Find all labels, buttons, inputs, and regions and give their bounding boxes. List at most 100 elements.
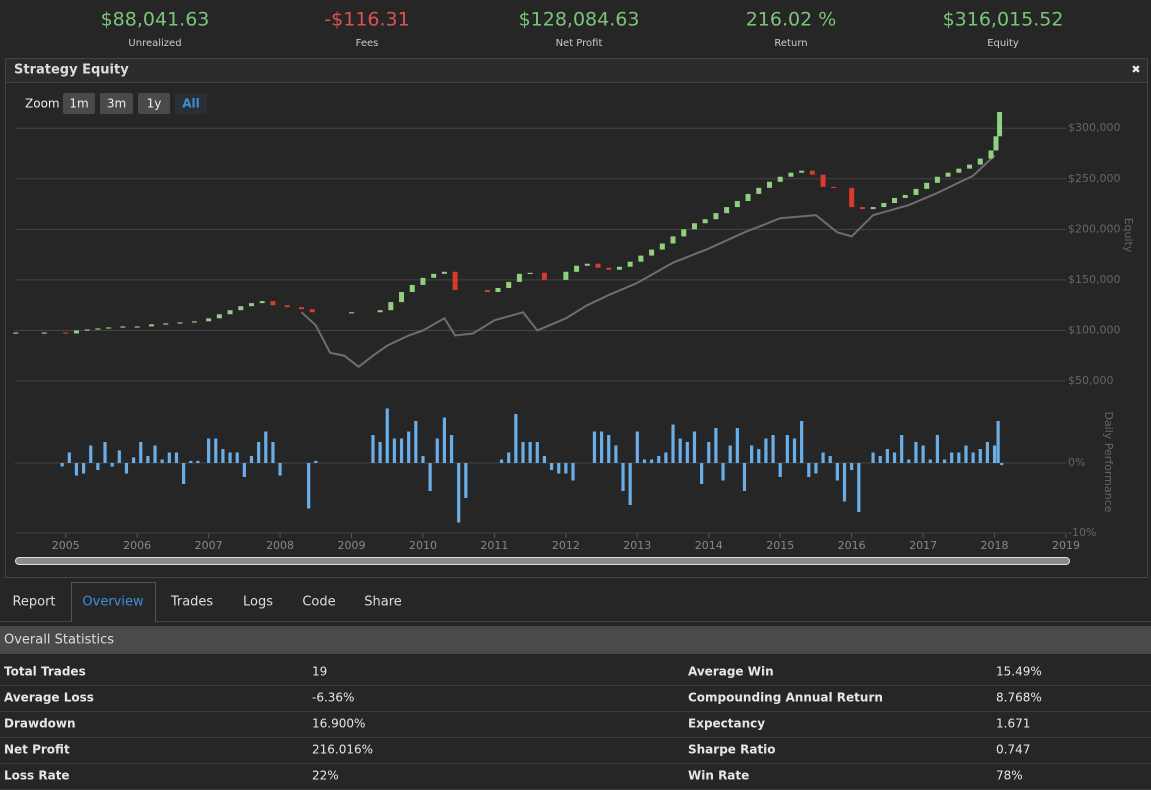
- bar: [278, 463, 282, 476]
- candle: [595, 263, 601, 268]
- bar: [242, 463, 246, 477]
- bar: [892, 452, 897, 463]
- bar: [914, 442, 918, 463]
- candle: [148, 324, 154, 327]
- stat-cell-label: Average Win: [688, 665, 774, 679]
- y-axis-title: Equity: [1122, 218, 1135, 253]
- bar: [89, 445, 93, 463]
- candle: [227, 310, 233, 315]
- candle: [349, 312, 355, 314]
- candle: [441, 271, 447, 274]
- candle: [574, 265, 580, 272]
- x-tick-label: 2006: [123, 539, 151, 552]
- tab[interactable]: Report: [12, 595, 55, 610]
- bar: [857, 463, 861, 512]
- tab[interactable]: Share: [364, 595, 402, 610]
- stat-label: Unrealized: [128, 38, 181, 49]
- bar: [692, 431, 697, 463]
- tab[interactable]: Trades: [170, 595, 214, 610]
- candle: [377, 310, 383, 313]
- bar: [592, 431, 597, 463]
- zoom-button-label[interactable]: 1m: [69, 97, 88, 111]
- bar: [449, 435, 454, 463]
- navigator-scrollbar[interactable]: [15, 557, 1070, 565]
- bar: [542, 456, 547, 463]
- candle: [95, 328, 101, 330]
- bar: [117, 450, 121, 463]
- candle: [691, 223, 697, 230]
- bar: [457, 463, 461, 523]
- candle: [859, 207, 865, 210]
- panel-title: Strategy Equity: [14, 63, 129, 78]
- bar: [599, 431, 604, 463]
- stat-cell-label: Net Profit: [4, 743, 70, 757]
- bar: [249, 456, 254, 463]
- candle: [299, 307, 305, 310]
- candle: [988, 150, 994, 159]
- zoom-button[interactable]: [63, 93, 95, 114]
- candle: [13, 332, 19, 334]
- candle: [106, 327, 112, 329]
- bar: [928, 459, 932, 463]
- stat-value: $88,041.63: [101, 9, 210, 31]
- bar: [935, 435, 939, 463]
- bar: [160, 459, 164, 463]
- stat-value: $128,084.63: [519, 9, 640, 31]
- stat-cell-value: 0.747: [996, 743, 1030, 757]
- tab[interactable]: Overview: [82, 595, 144, 610]
- zoom-button[interactable]: [175, 93, 207, 114]
- stat-label: Fees: [356, 38, 379, 49]
- candle: [734, 201, 740, 208]
- close-button[interactable]: ✖: [1131, 63, 1140, 76]
- bar: [392, 438, 396, 463]
- zoom-button-label[interactable]: 3m: [107, 97, 126, 111]
- bar: [378, 442, 382, 463]
- bar: [60, 463, 64, 467]
- candle: [284, 305, 290, 308]
- stat-cell-label: Compounding Annual Return: [688, 691, 883, 705]
- candle: [248, 303, 254, 307]
- bar: [167, 452, 171, 463]
- stat-cell-value: 15.49%: [996, 665, 1042, 679]
- zoom-button-label[interactable]: All: [182, 97, 200, 111]
- bar: [139, 442, 143, 463]
- stat-value: -$116.31: [324, 9, 409, 31]
- stat-cell-value: 19: [312, 665, 327, 679]
- candle: [120, 326, 126, 328]
- benchmark-line: [300, 154, 996, 369]
- stat-value: 216.02 %: [746, 9, 837, 31]
- y-tick-label: -10%: [1068, 526, 1096, 539]
- x-tick-label: 2008: [266, 539, 294, 552]
- bar: [728, 445, 732, 463]
- candle: [892, 197, 898, 204]
- bar: [900, 435, 904, 463]
- y-tick-label: $150,000: [1068, 273, 1121, 286]
- candle: [527, 272, 533, 275]
- candle: [977, 158, 983, 165]
- stat-label: Equity: [987, 38, 1019, 49]
- zoom-button[interactable]: [100, 93, 133, 114]
- y-tick-label: $300,000: [1068, 121, 1121, 134]
- tab[interactable]: Logs: [243, 595, 273, 610]
- candle: [902, 194, 908, 198]
- zoom-button[interactable]: [138, 93, 170, 114]
- bar: [657, 456, 661, 463]
- candle: [820, 174, 826, 187]
- x-tick-label: 2016: [838, 539, 866, 552]
- stat-cell-value: 1.671: [996, 717, 1030, 731]
- bar: [399, 438, 404, 463]
- bar: [678, 438, 682, 463]
- bar: [385, 408, 389, 463]
- candle: [945, 172, 951, 177]
- tab[interactable]: Code: [302, 595, 335, 610]
- zoom-button-label[interactable]: 1y: [147, 97, 162, 111]
- x-tick-label: 2014: [695, 539, 723, 552]
- bar: [189, 460, 193, 463]
- bar: [707, 442, 711, 463]
- candle: [516, 273, 522, 282]
- bar: [421, 456, 425, 463]
- candle: [409, 284, 415, 293]
- stat-cell-value: 8.768%: [996, 691, 1042, 705]
- bar: [528, 442, 532, 463]
- bar: [174, 452, 179, 463]
